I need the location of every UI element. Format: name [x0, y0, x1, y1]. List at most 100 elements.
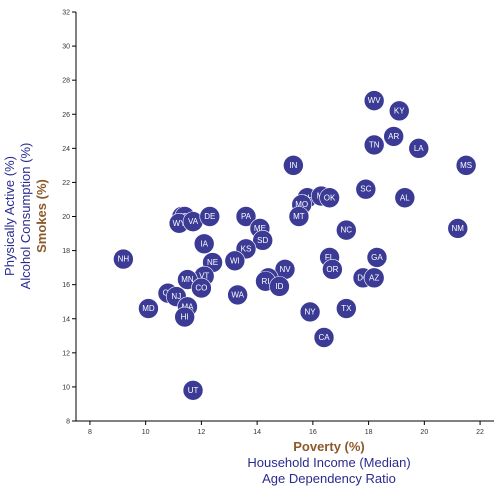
- state-circle[interactable]: [269, 276, 290, 297]
- state-abbr: AZ: [369, 273, 379, 282]
- state-abbr: NY: [305, 307, 317, 316]
- state-marker[interactable]: UT: [182, 380, 204, 401]
- x-axis-label-option[interactable]: Age Dependency Ratio: [262, 471, 396, 486]
- state-abbr: AL: [400, 193, 410, 202]
- state-marker[interactable]: CO: [191, 277, 212, 299]
- state-marker[interactable]: ID: [269, 276, 290, 297]
- state-abbr: VA: [188, 217, 199, 226]
- state-marker[interactable]: IN: [283, 155, 304, 176]
- state-abbr: WY: [173, 219, 187, 228]
- state-circle[interactable]: [394, 187, 416, 209]
- state-abbr: MD: [142, 304, 155, 313]
- state-marker[interactable]: PA: [235, 206, 257, 227]
- state-abbr: PA: [241, 212, 252, 221]
- state-abbr: HI: [181, 313, 189, 322]
- state-marker[interactable]: NY: [299, 301, 321, 323]
- x-axis-label-option[interactable]: Household Income (Median): [247, 455, 410, 470]
- state-marker[interactable]: MT: [288, 206, 310, 227]
- state-marker[interactable]: AZ: [363, 267, 385, 289]
- state-abbr: OK: [324, 193, 336, 202]
- state-circle[interactable]: [383, 126, 404, 147]
- state-abbr: WI: [230, 256, 240, 265]
- state-marker[interactable]: NC: [336, 219, 357, 241]
- state-marker[interactable]: WI: [224, 250, 246, 272]
- state-circle[interactable]: [363, 267, 385, 289]
- state-abbr: WV: [368, 96, 382, 105]
- state-circle[interactable]: [252, 230, 274, 251]
- state-circle[interactable]: [235, 206, 257, 227]
- state-circle[interactable]: [227, 284, 248, 306]
- state-marker[interactable]: OK: [319, 187, 340, 209]
- state-abbr: TN: [369, 140, 380, 149]
- state-marker[interactable]: GA: [366, 247, 388, 268]
- state-abbr: NJ: [171, 292, 181, 301]
- state-circle[interactable]: [363, 90, 385, 111]
- y-tick-label: 8: [66, 419, 70, 426]
- state-marker[interactable]: NH: [113, 248, 134, 270]
- state-circle[interactable]: [288, 206, 310, 227]
- x-tick-label: 22: [476, 429, 484, 436]
- state-abbr: NE: [207, 258, 218, 267]
- state-marker[interactable]: NM: [447, 218, 469, 239]
- state-circle[interactable]: [199, 206, 221, 227]
- state-circle[interactable]: [283, 155, 304, 176]
- state-circle[interactable]: [224, 250, 246, 272]
- state-abbr: ME: [254, 224, 266, 233]
- state-abbr: SC: [360, 185, 371, 194]
- state-marker[interactable]: HI: [174, 306, 195, 328]
- y-tick-label: 24: [62, 146, 70, 153]
- x-tick-label: 8: [88, 429, 92, 436]
- state-circle[interactable]: [113, 248, 134, 270]
- state-circle[interactable]: [319, 187, 340, 209]
- state-marker[interactable]: CA: [313, 327, 335, 348]
- state-circle[interactable]: [336, 219, 357, 241]
- state-marker[interactable]: KY: [388, 100, 410, 122]
- state-circle[interactable]: [322, 259, 343, 280]
- state-circle[interactable]: [408, 138, 430, 159]
- state-circle[interactable]: [355, 178, 377, 200]
- state-abbr: GA: [371, 253, 383, 262]
- state-marker[interactable]: IA: [193, 233, 215, 255]
- state-marker[interactable]: MD: [138, 298, 159, 319]
- state-abbr: NV: [279, 265, 291, 274]
- state-marker[interactable]: LA: [408, 138, 430, 159]
- state-abbr: KS: [241, 244, 252, 253]
- state-marker[interactable]: SD: [252, 230, 274, 251]
- state-circle[interactable]: [388, 100, 410, 122]
- y-axis-label-option[interactable]: Smokes (%): [34, 179, 49, 253]
- state-abbr: MT: [293, 212, 305, 221]
- state-circle[interactable]: [363, 134, 385, 156]
- state-circle[interactable]: [336, 298, 357, 319]
- state-abbr: LA: [414, 144, 424, 153]
- state-marker[interactable]: WV: [363, 90, 385, 111]
- y-axis-label-option[interactable]: Physically Active (%): [2, 156, 17, 276]
- state-circle[interactable]: [299, 301, 321, 323]
- state-circle[interactable]: [182, 380, 204, 401]
- state-marker[interactable]: AR: [383, 126, 404, 147]
- y-tick-label: 16: [62, 282, 70, 289]
- state-circle[interactable]: [447, 218, 469, 239]
- state-circle[interactable]: [455, 155, 477, 176]
- state-abbr: SD: [257, 236, 268, 245]
- state-abbr: ID: [275, 282, 283, 291]
- state-marker[interactable]: SC: [355, 178, 377, 200]
- x-axis-label-option[interactable]: Poverty (%): [293, 439, 365, 454]
- state-marker[interactable]: WA: [227, 284, 248, 306]
- state-marker[interactable]: TX: [336, 298, 357, 319]
- y-tick-label: 32: [62, 10, 70, 17]
- state-circle[interactable]: [138, 298, 159, 319]
- state-marker[interactable]: DE: [199, 206, 221, 227]
- state-circle[interactable]: [313, 327, 335, 348]
- state-circle[interactable]: [193, 233, 215, 255]
- y-tick-label: 18: [62, 248, 70, 255]
- state-circle[interactable]: [191, 277, 212, 299]
- state-circle[interactable]: [366, 247, 388, 268]
- state-marker[interactable]: AL: [394, 187, 416, 209]
- y-axis-label-option[interactable]: Alcohol Consumption (%): [18, 143, 33, 290]
- state-circle[interactable]: [174, 306, 195, 328]
- state-abbr: NC: [341, 226, 353, 235]
- state-marker[interactable]: MS: [455, 155, 477, 176]
- state-abbr: FL: [325, 253, 335, 262]
- state-marker[interactable]: TN: [363, 134, 385, 156]
- state-marker[interactable]: OR: [322, 259, 343, 280]
